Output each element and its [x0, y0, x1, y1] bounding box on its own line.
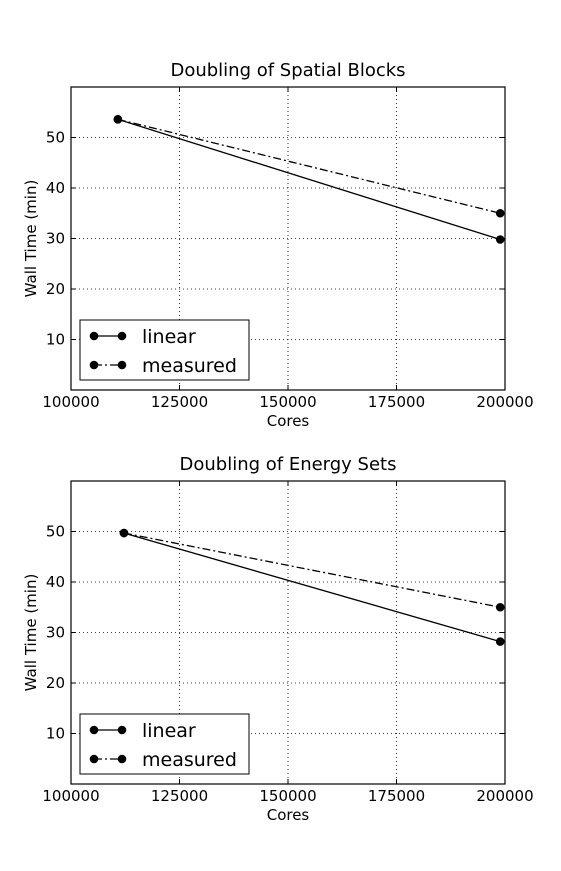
x-tick-label: 175000	[368, 393, 425, 411]
legend-marker-linear	[89, 725, 99, 735]
legend-marker-linear	[89, 331, 99, 341]
x-tick-label: 125000	[151, 393, 208, 411]
chart-title: Doubling of Energy Sets	[179, 454, 396, 475]
chart-panel-2: Doubling of Energy Sets 100000 125000 15000…	[22, 454, 534, 824]
legend-label-linear: linear	[142, 720, 196, 742]
series-line-measured	[117, 118, 501, 214]
x-tick-label: 100000	[42, 787, 99, 805]
legend-box	[79, 319, 250, 381]
x-tick-label: 200000	[476, 393, 533, 411]
x-axis-label: Cores	[267, 412, 310, 430]
x-tick-label: 100000	[42, 393, 99, 411]
y-axis-label: Wall Time (min)	[22, 180, 40, 298]
y-tick-label: 30	[46, 624, 65, 642]
data-point-measured	[495, 602, 505, 612]
x-tick-label: 200000	[476, 787, 533, 805]
y-tick-label: 50	[46, 129, 65, 147]
data-point-measured	[113, 115, 123, 124]
y-tick-label: 40	[46, 179, 65, 197]
legend-marker-linear	[117, 725, 127, 735]
y-tick-label: 20	[46, 280, 65, 298]
series-line-measured	[123, 532, 501, 608]
data-point-linear	[495, 235, 505, 244]
legend: linear measured	[79, 713, 250, 775]
chart-panel-1: Doubling of Spatial Blocks 100000 125000 15…	[22, 60, 534, 430]
x-tick-label: 150000	[259, 393, 316, 411]
x-tick-label: 125000	[151, 787, 208, 805]
legend-label-linear: linear	[142, 326, 196, 348]
x-tick-label: 150000	[259, 787, 316, 805]
data-point-measured	[495, 208, 505, 218]
legend-marker-measured	[89, 754, 99, 764]
chart-title: Doubling of Spatial Blocks	[170, 60, 405, 81]
y-tick-label: 10	[46, 331, 65, 349]
y-tick-label: 30	[46, 230, 65, 248]
data-point-linear	[495, 637, 505, 646]
plot-frame	[70, 480, 506, 785]
legend-box	[79, 713, 250, 775]
x-axis-label: Cores	[267, 806, 310, 824]
y-tick-label: 40	[46, 573, 65, 591]
legend-marker-linear	[117, 331, 127, 341]
x-tick-label: 175000	[368, 787, 425, 805]
legend-label-measured: measured	[142, 355, 237, 377]
y-tick-label: 20	[46, 674, 65, 692]
y-tick-label: 50	[46, 523, 65, 541]
y-tick-label: 10	[46, 725, 65, 743]
legend-marker-measured	[117, 360, 127, 370]
data-point-measured	[119, 528, 129, 538]
legend-label-measured: measured	[142, 749, 237, 771]
y-axis-label: Wall Time (min)	[22, 574, 40, 692]
series-line-linear	[117, 118, 501, 241]
legend: linear measured	[79, 319, 250, 381]
legend-marker-measured	[117, 754, 127, 764]
plot-frame	[70, 86, 506, 391]
legend-marker-measured	[89, 360, 99, 370]
series-line-linear	[123, 532, 501, 643]
